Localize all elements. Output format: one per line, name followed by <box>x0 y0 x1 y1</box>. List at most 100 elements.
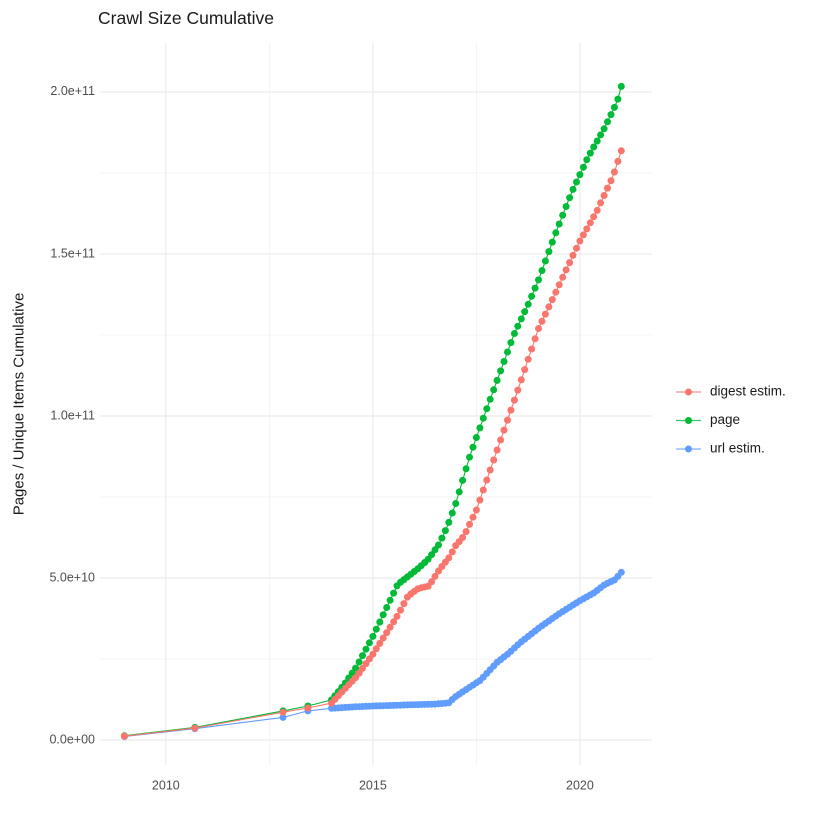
data-point <box>579 163 587 171</box>
data-point <box>517 376 525 384</box>
data-point <box>545 248 553 256</box>
data-point <box>566 194 574 202</box>
data-point <box>504 416 511 424</box>
legend-item-url-estim: url estim. <box>676 441 765 456</box>
data-point <box>573 178 580 186</box>
data-point <box>541 310 549 318</box>
data-point <box>455 488 463 496</box>
data-point <box>569 251 577 259</box>
data-point <box>486 466 494 474</box>
data-point <box>445 554 453 562</box>
data-point <box>438 534 446 542</box>
data-point <box>376 618 384 626</box>
data-point <box>562 266 570 274</box>
data-point <box>541 257 549 265</box>
data-point <box>535 325 542 332</box>
data-point <box>369 650 377 658</box>
data-point <box>279 713 287 721</box>
data-point <box>466 520 473 528</box>
y-tick-label: 1.0e+11 <box>50 408 95 422</box>
data-point <box>538 317 546 325</box>
data-point <box>545 303 553 311</box>
data-point <box>559 211 567 219</box>
data-point <box>469 443 477 451</box>
legend-item-page: page <box>676 412 740 427</box>
data-point <box>472 434 480 441</box>
data-point <box>548 238 556 246</box>
data-point <box>393 612 401 620</box>
data-point <box>583 225 591 233</box>
data-point <box>497 436 505 444</box>
data-point <box>555 281 563 289</box>
data-point <box>476 496 484 504</box>
x-tick-label: 2020 <box>566 778 594 792</box>
data-point <box>397 606 404 614</box>
data-point <box>528 292 536 300</box>
data-point <box>359 652 366 660</box>
data-point <box>579 231 587 239</box>
legend: digest estim. page url estim. <box>676 384 786 456</box>
data-point <box>500 426 508 434</box>
data-point <box>617 147 625 155</box>
data-point <box>483 405 491 413</box>
data-point <box>552 229 560 237</box>
data-point <box>279 708 287 716</box>
legend-label: url estim. <box>710 441 765 456</box>
data-point <box>372 645 380 653</box>
data-point <box>559 273 567 281</box>
data-point <box>507 406 515 414</box>
x-axis-labels: 2010 2015 2020 <box>152 778 594 792</box>
data-point <box>555 220 563 228</box>
data-point <box>435 541 442 549</box>
series-digest-estim <box>120 147 625 740</box>
data-point <box>497 367 505 375</box>
legend-key-point <box>685 388 692 396</box>
data-point <box>352 664 360 672</box>
data-point <box>365 639 373 647</box>
data-point <box>576 237 584 245</box>
data-point <box>524 300 532 308</box>
data-point <box>590 213 598 221</box>
legend-key-point <box>685 445 692 453</box>
series-page <box>120 82 625 740</box>
data-point <box>504 348 511 356</box>
data-point <box>552 288 560 296</box>
data-point <box>120 732 128 740</box>
grid-minor <box>100 43 652 765</box>
data-point <box>452 500 460 507</box>
data-point <box>507 339 515 347</box>
y-axis-labels: 0.0e+00 5.0e+10 1.0e+11 1.5e+11 2.0e+11 <box>49 84 95 746</box>
data-point <box>386 623 394 631</box>
y-tick-label: 2.0e+11 <box>50 84 95 98</box>
data-point <box>576 171 584 179</box>
data-point <box>617 568 625 576</box>
data-point <box>490 386 498 394</box>
data-point <box>607 111 615 119</box>
data-point <box>583 156 591 164</box>
data-point <box>500 358 508 365</box>
data-point <box>459 534 467 541</box>
data-point <box>569 185 577 193</box>
data-point <box>479 414 487 422</box>
data-point <box>390 589 398 597</box>
series-url-estim <box>120 568 625 740</box>
data-point <box>590 143 598 151</box>
chart-title: Crawl Size Cumulative <box>98 8 275 28</box>
data-point <box>535 276 542 284</box>
data-point <box>604 118 611 126</box>
data-point <box>510 330 518 337</box>
data-point <box>521 308 529 316</box>
data-point <box>490 456 498 464</box>
data-point <box>548 296 556 304</box>
data-point <box>191 724 199 732</box>
y-tick-label: 0.0e+00 <box>49 732 95 746</box>
grid-major <box>100 43 652 765</box>
data-point <box>486 395 494 403</box>
data-point <box>517 315 525 323</box>
x-tick-label: 2010 <box>152 778 180 792</box>
data-point <box>431 572 439 580</box>
data-point <box>355 658 363 666</box>
data-point <box>479 486 487 494</box>
data-point <box>597 199 605 207</box>
